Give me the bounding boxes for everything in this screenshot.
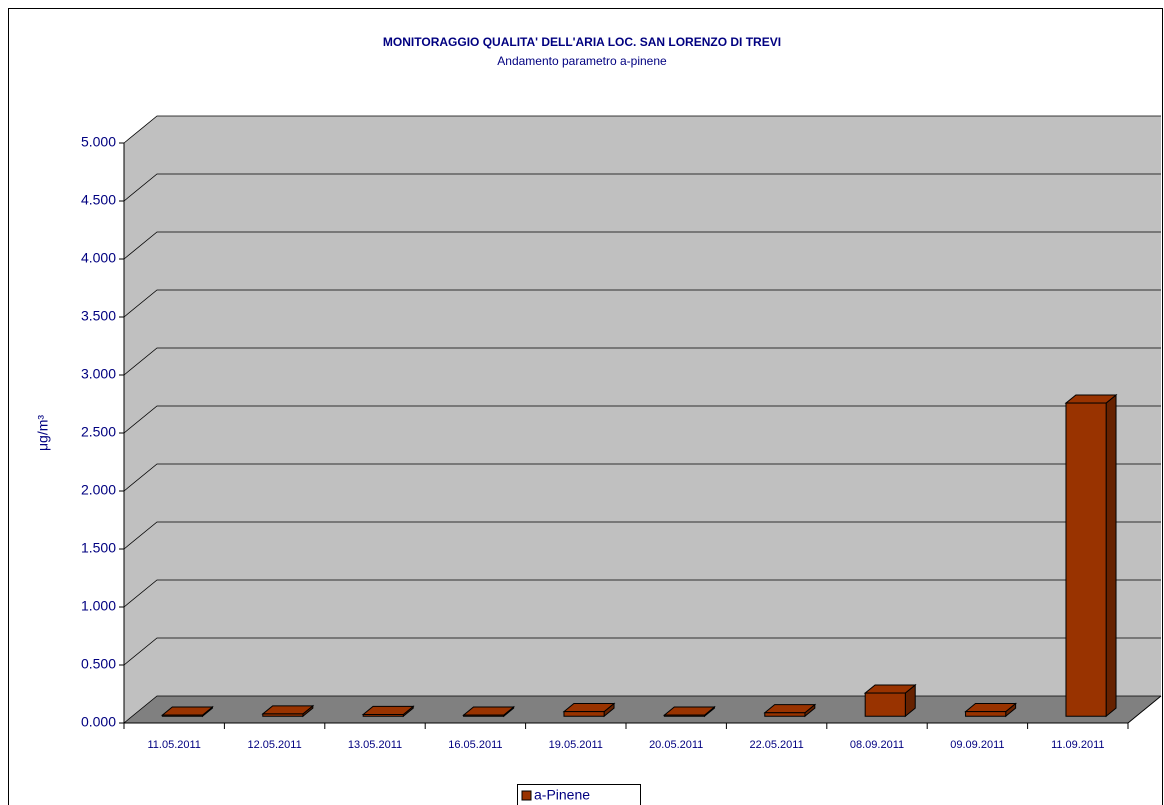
bar bbox=[1065, 402, 1107, 717]
y-tick-label: 1.500 bbox=[81, 540, 116, 556]
bar-group bbox=[763, 703, 817, 718]
bar-group bbox=[1064, 393, 1118, 718]
bar bbox=[262, 713, 304, 717]
chart-border bbox=[8, 8, 1163, 805]
y-tick-label: 2.500 bbox=[81, 424, 116, 440]
grid-line bbox=[123, 695, 1161, 724]
legend: a-Pinene bbox=[517, 784, 641, 805]
x-tick-label: 22.05.2011 bbox=[749, 739, 803, 751]
grid-line bbox=[123, 173, 1161, 202]
bar bbox=[463, 714, 505, 717]
x-tick-label: 19.05.2011 bbox=[549, 739, 603, 751]
x-tick-label: 12.05.2011 bbox=[247, 739, 301, 751]
grid-line bbox=[123, 521, 1161, 550]
bar-group bbox=[160, 705, 214, 718]
legend-label: a-Pinene bbox=[534, 787, 590, 803]
x-tick-label: 20.05.2011 bbox=[649, 739, 703, 751]
grid-line bbox=[123, 231, 1161, 260]
bar-group bbox=[964, 702, 1018, 718]
bar bbox=[161, 714, 204, 717]
grid-line bbox=[123, 115, 1161, 144]
y-tick-label: 5.000 bbox=[81, 134, 116, 150]
bar bbox=[864, 692, 906, 717]
bar bbox=[362, 714, 404, 717]
y-tick-label: 3.000 bbox=[81, 366, 116, 382]
bar bbox=[663, 714, 706, 717]
y-tick-label: 1.000 bbox=[81, 598, 116, 614]
chart-subtitle: Andamento parametro a-pinene bbox=[497, 54, 667, 68]
grid-line bbox=[123, 347, 1161, 376]
y-tick-label: 0.500 bbox=[81, 656, 116, 672]
grid-line bbox=[123, 405, 1161, 434]
bar-group bbox=[361, 705, 415, 718]
y-tick-label: 0.000 bbox=[81, 714, 116, 730]
chart-title: MONITORAGGIO QUALITA' DELL'ARIA LOC. SAN… bbox=[383, 35, 781, 49]
legend-swatch bbox=[521, 790, 532, 801]
bar-group bbox=[562, 702, 616, 718]
grid-line bbox=[123, 637, 1161, 666]
grid-line bbox=[123, 579, 1161, 608]
bar-group bbox=[662, 705, 716, 718]
grid-line bbox=[123, 463, 1161, 492]
bar-group bbox=[462, 705, 516, 718]
legend-box bbox=[517, 784, 641, 805]
y-tick-label: 3.500 bbox=[81, 308, 116, 324]
bar-side bbox=[1105, 393, 1117, 718]
y-tick-label: 2.000 bbox=[81, 482, 116, 498]
x-tick-label: 11.05.2011 bbox=[147, 739, 200, 751]
x-tick-label: 08.09.2011 bbox=[850, 739, 904, 751]
bar-group bbox=[261, 704, 315, 718]
y-tick-label: 4.000 bbox=[81, 250, 116, 266]
y-tick-label: 4.500 bbox=[81, 192, 116, 208]
x-tick-label: 11.09.2011 bbox=[1051, 739, 1104, 751]
y-axis-label: μg/m³ bbox=[35, 415, 51, 451]
bar-group bbox=[863, 683, 917, 718]
bar bbox=[965, 711, 1007, 717]
bar bbox=[764, 712, 806, 717]
x-tick-label: 16.05.2011 bbox=[448, 739, 502, 751]
x-tick-label: 13.05.2011 bbox=[348, 739, 402, 751]
grid-line bbox=[123, 289, 1161, 318]
bar bbox=[563, 711, 605, 717]
x-tick-label: 09.09.2011 bbox=[950, 739, 1004, 751]
